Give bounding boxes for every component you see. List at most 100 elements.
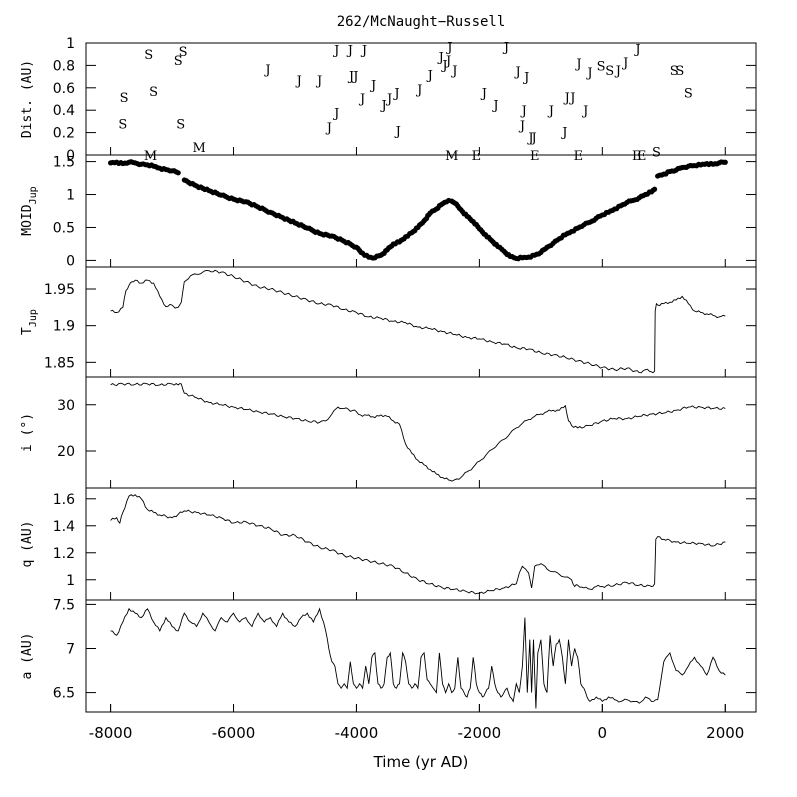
encounter-S: S [675,64,684,79]
encounter-J: J [450,64,457,79]
y-tick-label: 0 [66,253,75,269]
y-axis-label-text: q (AU) [20,521,35,568]
encounter-J: J [358,92,365,107]
y-axis-label-text: i (°) [20,413,35,452]
x-tick-label: 2000 [706,724,744,742]
encounter-J: J [585,66,592,81]
series-line-incl [110,382,726,482]
y-tick-label: 1.4 [53,519,75,535]
encounter-J: J [369,78,376,93]
y-tick-label: 0.5 [53,220,75,236]
y-tick-label: 1 [66,188,75,204]
y-tick-label: 0.4 [53,103,75,119]
encounter-J: J [568,91,575,106]
series-line-a [110,607,726,709]
chart-title: 262/McNaught−Russell [337,14,506,30]
y-axis-label-text: a (AU) [20,633,35,680]
panel-a: 6.5 7 7.5 a (AU) [20,597,757,713]
series-line-q [110,494,726,595]
encounter-J: J [547,104,554,119]
y-tick-label: 1.85 [44,355,75,371]
encounter-S: S [652,146,661,161]
encounter-J: J [563,91,570,106]
encounter-J: J [518,119,525,134]
encounter-J: J [514,65,521,80]
panel-q: 1 1.2 1.4 1.6 q (AU) [20,487,757,601]
encounter-J: J [621,56,628,71]
y-tick-label: 7.5 [53,597,75,613]
encounter-J: J [520,104,527,119]
y-axis-label-text: Dist. (AU) [20,60,35,138]
encounter-S: S [670,64,679,79]
encounter-J: J [581,104,588,119]
panel-frame [85,599,757,713]
y-tick-label: 7 [66,642,75,658]
y-tick-label: 30 [57,398,75,414]
y-tick-label: 1.2 [53,546,75,562]
y-tick-label: 0 [66,148,75,164]
y-tick-label: 1.95 [44,282,75,298]
encounter-J: J [574,57,581,72]
x-axis: -8000 -6000 -4000 -2000 0 2000 [89,704,744,742]
y-tick-label: 0.6 [53,81,75,97]
encounter-S: S [605,64,614,79]
x-tick-label: -2000 [458,724,502,742]
panel-moid: 0 0.5 1 1.5 MOIDJup [20,154,757,269]
encounter-E: E [637,149,647,164]
y-axis-label-subscript: Jup [28,309,39,327]
x-tick-label: -8000 [89,724,133,742]
encounter-M: M [192,141,205,156]
encounter-J: J [445,40,452,55]
panel-tjup: 1.85 1.9 1.95 TJup [20,266,757,378]
x-tick-label: -4000 [335,724,379,742]
y-axis-label-subscript: Jup [28,186,39,204]
encounter-M: M [445,149,458,164]
encounter-J: J [491,99,498,114]
y-tick-label: 1 [66,573,75,589]
encounter-J: J [437,50,444,65]
encounter-J: J [394,124,401,139]
encounter-J: J [380,99,387,114]
encounter-J: J [347,69,354,84]
y-axis-label: a (AU) [20,633,35,680]
encounter-J: J [529,131,536,146]
encounter-J: J [315,74,322,89]
y-tick-label: 1 [66,36,75,52]
moid-point [175,170,181,176]
encounter-J: J [444,54,451,69]
encounter-J: J [392,86,399,101]
encounter-J: J [614,64,621,79]
encounter-E: E [530,149,540,164]
encounter-J: J [522,71,529,86]
encounter-E: E [472,149,482,164]
encounter-J: J [360,44,367,59]
y-tick-label: 20 [57,444,75,460]
encounter-J: J [346,44,353,59]
series-line-tjup [110,269,726,374]
encounter-J: J [332,44,339,59]
panel-incl: 20 30 i (°) [20,376,757,489]
x-tick-label: -6000 [212,724,256,742]
encounter-S: S [149,85,158,100]
encounter-J: J [351,69,358,84]
y-axis-label: i (°) [20,413,35,452]
encounter-S: S [597,59,606,74]
y-tick-label: 6.5 [53,686,75,702]
encounter-E: E [574,149,584,164]
y-axis-label: MOIDJup [20,186,39,235]
y-axis-label-text: MOID [20,204,35,235]
encounter-J: J [295,74,302,89]
y-tick-label: 1.9 [53,319,75,335]
encounter-J: J [415,83,422,98]
y-tick-label: 1.5 [53,155,75,171]
encounter-S: S [144,48,153,63]
encounter-M: M [144,149,157,164]
panel-frame [85,154,757,268]
x-tick-label: 0 [598,724,608,742]
encounter-J: J [385,92,392,107]
y-axis-label: Dist. (AU) [20,60,35,138]
encounter-S: S [174,54,183,69]
encounter-S: S [176,118,185,133]
